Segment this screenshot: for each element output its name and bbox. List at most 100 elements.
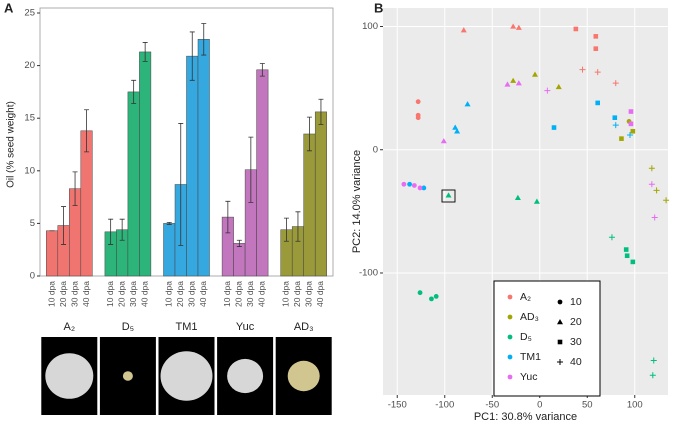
fiber [45, 353, 94, 399]
x-tick-label: 20 dpa [292, 281, 302, 307]
legend-label: 10 [570, 296, 582, 308]
x-tick-label: 30 dpa [128, 281, 138, 307]
point [628, 121, 634, 127]
fiber [227, 358, 264, 394]
error-bar [259, 63, 265, 77]
fiber-photos [41, 337, 332, 415]
legend-label: D₅ [520, 331, 532, 343]
x-tick-label: 10 dpa [105, 281, 115, 307]
point [649, 372, 656, 379]
bar [314, 111, 327, 277]
x-tick-label: 0 [537, 400, 542, 411]
point [460, 27, 467, 33]
x-tick-label: -150 [388, 400, 407, 411]
legend-label: 20 [570, 316, 582, 328]
point [417, 290, 423, 296]
bar [163, 223, 176, 277]
point [555, 83, 562, 90]
point [421, 185, 427, 191]
y-tick-label: 10 [24, 165, 35, 176]
point [593, 34, 599, 39]
legend-label: AD₃ [520, 311, 539, 323]
x-tick-label: 40 dpa [257, 281, 267, 307]
point [507, 294, 513, 300]
panel-label: A [4, 0, 14, 15]
point [619, 136, 624, 141]
point [504, 81, 511, 87]
group-label: D₅ [122, 321, 134, 333]
point [454, 128, 461, 134]
point [417, 185, 423, 191]
error-bar [236, 239, 242, 247]
x-tick-label: 40 dpa [139, 281, 149, 307]
point [551, 125, 557, 130]
error-bar [318, 98, 324, 125]
point [651, 214, 658, 221]
point [510, 23, 517, 29]
point [507, 374, 513, 380]
point [445, 192, 452, 198]
point [557, 319, 563, 325]
bar [256, 69, 269, 277]
error-bar [189, 31, 195, 81]
y-axis-label: Oil (% seed weight) [6, 101, 17, 188]
point [623, 247, 629, 252]
point [630, 259, 636, 265]
x-tick-label: 10 dpa [281, 281, 291, 307]
error-bar [295, 211, 301, 242]
point [411, 183, 417, 188]
x-tick-label: 40 dpa [315, 281, 325, 307]
point [653, 187, 660, 194]
point [594, 69, 601, 76]
y-tick-label: 0 [30, 271, 35, 282]
point [507, 354, 513, 360]
x-tick-label: 100 [627, 400, 643, 411]
point [650, 357, 657, 364]
x-tick-label: 40 dpa [81, 281, 91, 307]
fiber [287, 360, 320, 392]
x-tick-label: 20 dpa [175, 281, 185, 307]
legend-label: 30 [570, 336, 582, 348]
point [612, 80, 619, 87]
y-tick-label: 20 [24, 60, 35, 71]
point [515, 80, 522, 86]
point [608, 234, 615, 241]
fiber [160, 351, 213, 401]
point [624, 253, 630, 259]
point [648, 181, 655, 188]
point [612, 115, 618, 120]
error-bar [142, 42, 148, 62]
error-bar [72, 171, 78, 206]
point [464, 101, 471, 107]
point [433, 294, 439, 299]
error-bar [166, 221, 172, 225]
point [401, 181, 407, 187]
group-label: TM1 [176, 321, 198, 333]
error-bar [84, 109, 90, 153]
bar [186, 55, 199, 277]
error-bar [178, 123, 184, 246]
point [544, 87, 551, 94]
point [595, 100, 600, 106]
x-tick-label: 20 dpa [116, 281, 126, 307]
x-tick-label: -50 [485, 400, 499, 411]
legend-label: TM1 [520, 351, 541, 363]
point [612, 122, 619, 129]
point [415, 99, 421, 105]
point [630, 128, 636, 134]
fiber [122, 371, 133, 381]
y-tick-label: 5 [30, 218, 35, 229]
point [510, 77, 517, 83]
x-tick-label: 30 dpa [245, 281, 255, 307]
point [507, 334, 513, 340]
point [452, 124, 459, 130]
bar [197, 39, 210, 277]
point [557, 359, 563, 365]
bar [303, 133, 316, 277]
error-bar [131, 79, 137, 104]
point [663, 197, 670, 204]
y-axis-label: PC2: 14.0% variance [351, 150, 363, 253]
error-bar [108, 218, 114, 245]
error-bar [283, 217, 289, 242]
